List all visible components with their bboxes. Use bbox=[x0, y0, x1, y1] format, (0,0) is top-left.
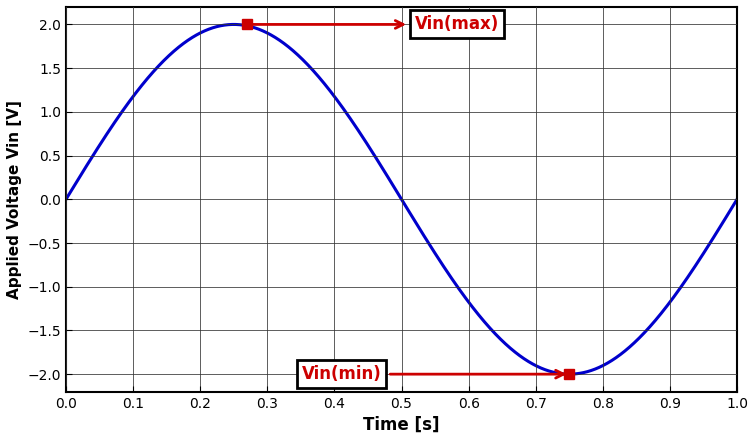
X-axis label: Time [s]: Time [s] bbox=[363, 416, 439, 434]
Y-axis label: Applied Voltage Vin [V]: Applied Voltage Vin [V] bbox=[7, 100, 22, 299]
Text: Vin(min): Vin(min) bbox=[302, 365, 563, 383]
Text: Vin(max): Vin(max) bbox=[250, 15, 499, 34]
